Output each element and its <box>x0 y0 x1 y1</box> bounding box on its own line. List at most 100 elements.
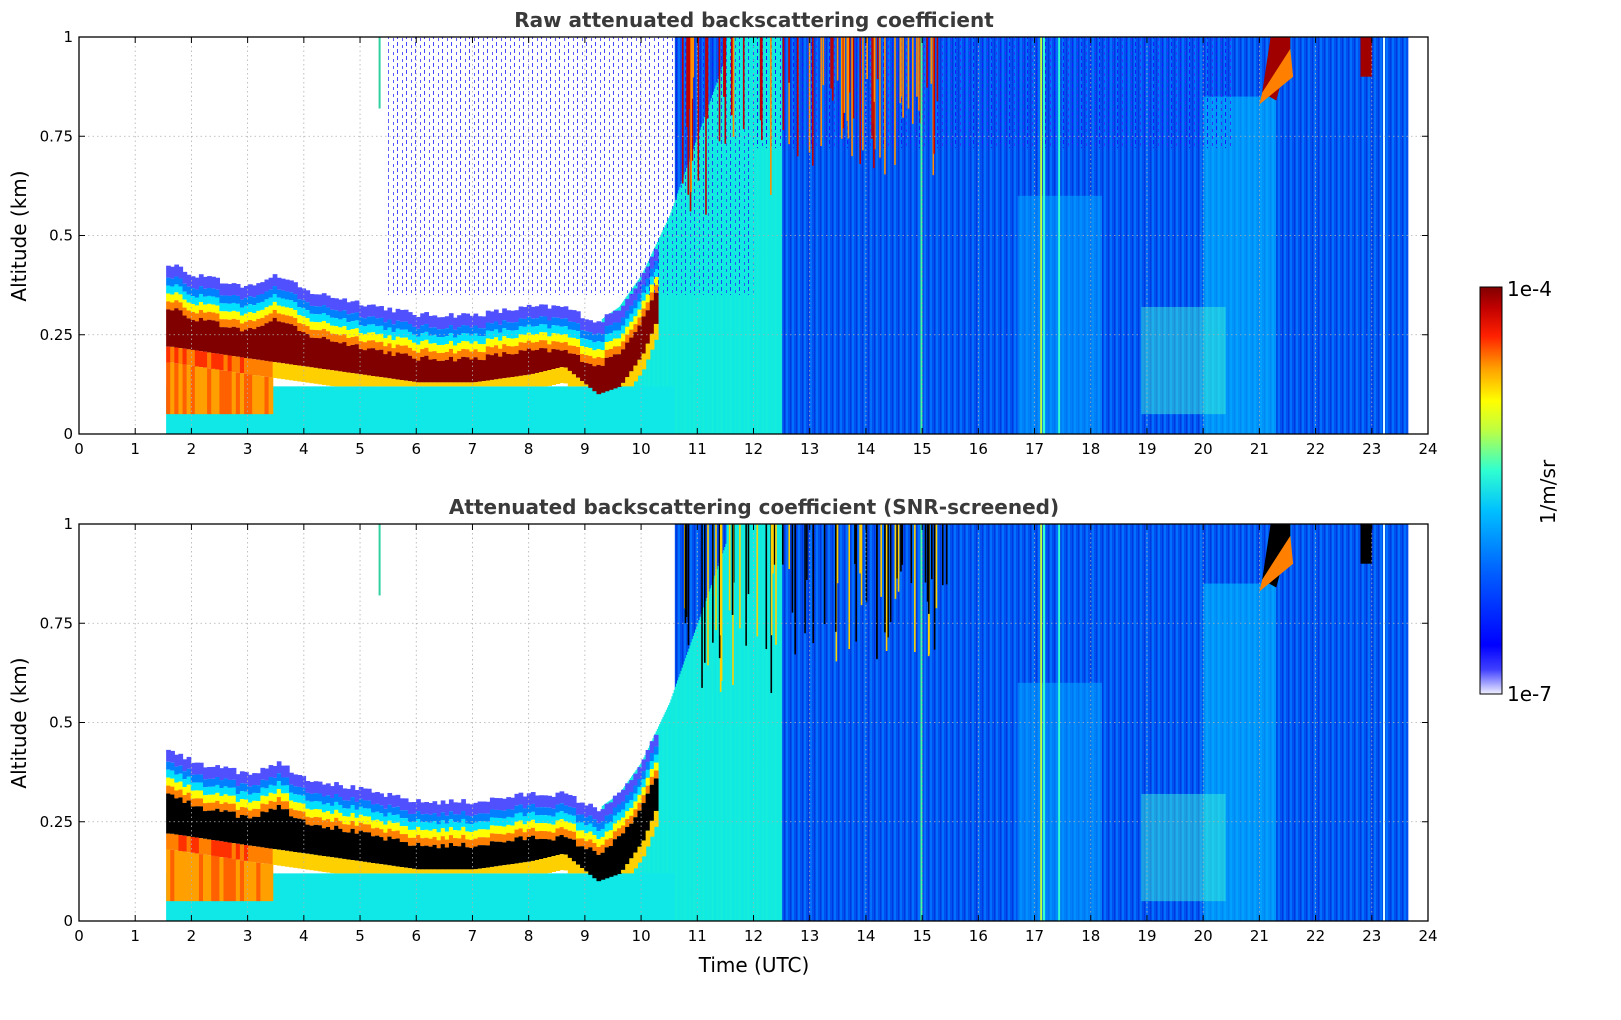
layer-band <box>526 324 532 333</box>
sublayer <box>440 382 446 387</box>
sublayer <box>362 861 368 874</box>
layer-band <box>280 298 286 307</box>
y-axis-ticks: 00.250.50.751 <box>40 28 1428 443</box>
panel-screened: Attenuated backscattering coefficient (S… <box>7 495 1438 977</box>
layer-core <box>448 356 454 383</box>
layer-band <box>526 805 532 814</box>
layer-band <box>186 286 192 295</box>
layer-band <box>575 347 581 355</box>
layer-core <box>252 329 257 360</box>
layer-band <box>203 296 208 305</box>
layer-band <box>248 304 253 313</box>
layer-core <box>457 358 462 383</box>
layer-band <box>227 787 233 796</box>
layer-band <box>444 831 450 840</box>
layer-band <box>522 816 528 825</box>
layer-core <box>481 360 487 382</box>
cloud-streak <box>900 524 902 572</box>
layer-band <box>502 818 507 827</box>
sublayer <box>256 862 261 902</box>
layer-band <box>354 817 360 826</box>
x-tick-label: 12 <box>744 440 763 458</box>
cloud-streak <box>876 524 878 660</box>
layer-band <box>383 338 389 347</box>
layer-band <box>227 295 233 304</box>
layer-core <box>223 327 229 355</box>
sublayer <box>178 835 184 851</box>
layer-band <box>453 838 458 846</box>
layer-band <box>239 799 245 808</box>
cloud-streak <box>859 37 862 164</box>
layer-core <box>416 842 421 870</box>
layer-band <box>465 823 471 832</box>
x-tick-label: 20 <box>1194 927 1213 945</box>
layer-core <box>428 846 434 870</box>
panel-title: Raw attenuated backscattering coefficien… <box>514 8 994 32</box>
layer-band <box>436 317 442 330</box>
layer-band <box>321 804 327 813</box>
layer-band <box>575 311 581 324</box>
layer-band <box>182 291 188 300</box>
sublayer <box>235 843 241 860</box>
layer-band <box>198 762 204 775</box>
layer-core <box>551 840 557 857</box>
layer-band <box>604 349 610 358</box>
layer-core <box>588 363 593 388</box>
layer-band <box>354 320 360 329</box>
layer-band <box>555 317 561 326</box>
layer-band <box>530 318 536 327</box>
layer-band <box>412 813 417 822</box>
layer-band <box>338 797 343 805</box>
layer-band <box>514 829 520 838</box>
layer-band <box>305 302 311 311</box>
mixed-layer-column <box>683 174 686 434</box>
layer-band <box>387 327 393 336</box>
sublayer <box>526 374 532 387</box>
layer-band <box>608 830 614 839</box>
sublayer <box>186 349 192 366</box>
mixed-layer-column <box>675 683 678 921</box>
layer-band <box>297 794 302 803</box>
layer-band <box>444 344 450 352</box>
x-tick-label: 10 <box>632 927 651 945</box>
layer-band <box>198 782 204 791</box>
layer-band <box>313 816 319 825</box>
layer-band <box>346 314 352 323</box>
layer-band <box>248 284 253 297</box>
cloud-streak <box>860 524 863 606</box>
layer-band <box>248 320 253 328</box>
sublayer <box>223 857 229 902</box>
layer-band <box>235 295 241 304</box>
layer-band <box>592 819 598 828</box>
layer-band <box>420 349 425 357</box>
layer-core <box>215 321 221 354</box>
layer-band <box>350 301 356 314</box>
layer-band <box>580 330 585 339</box>
layer-band <box>547 320 552 329</box>
layer-band <box>207 311 212 320</box>
layer-band <box>371 820 376 829</box>
sublayer <box>194 853 200 902</box>
layer-band <box>567 337 573 346</box>
sublayer <box>243 358 249 374</box>
layer-band <box>407 829 413 838</box>
layer-core <box>383 354 389 378</box>
layer-band <box>284 801 290 810</box>
layer-band <box>510 322 516 331</box>
sublayer <box>346 372 352 387</box>
layer-band <box>592 842 598 851</box>
layer-band <box>231 295 237 303</box>
layer-band <box>190 782 196 791</box>
layer-band <box>305 800 311 809</box>
layer-band <box>215 305 221 314</box>
sublayer <box>178 850 184 902</box>
layer-band <box>182 795 188 803</box>
noise-speckle <box>753 37 1232 149</box>
layer-band <box>313 808 319 817</box>
sublayer <box>166 833 171 850</box>
layer-core <box>186 318 192 350</box>
layer-band <box>506 310 511 323</box>
layer-band <box>395 344 401 353</box>
layer-band <box>424 837 430 846</box>
layer-band <box>534 318 540 327</box>
